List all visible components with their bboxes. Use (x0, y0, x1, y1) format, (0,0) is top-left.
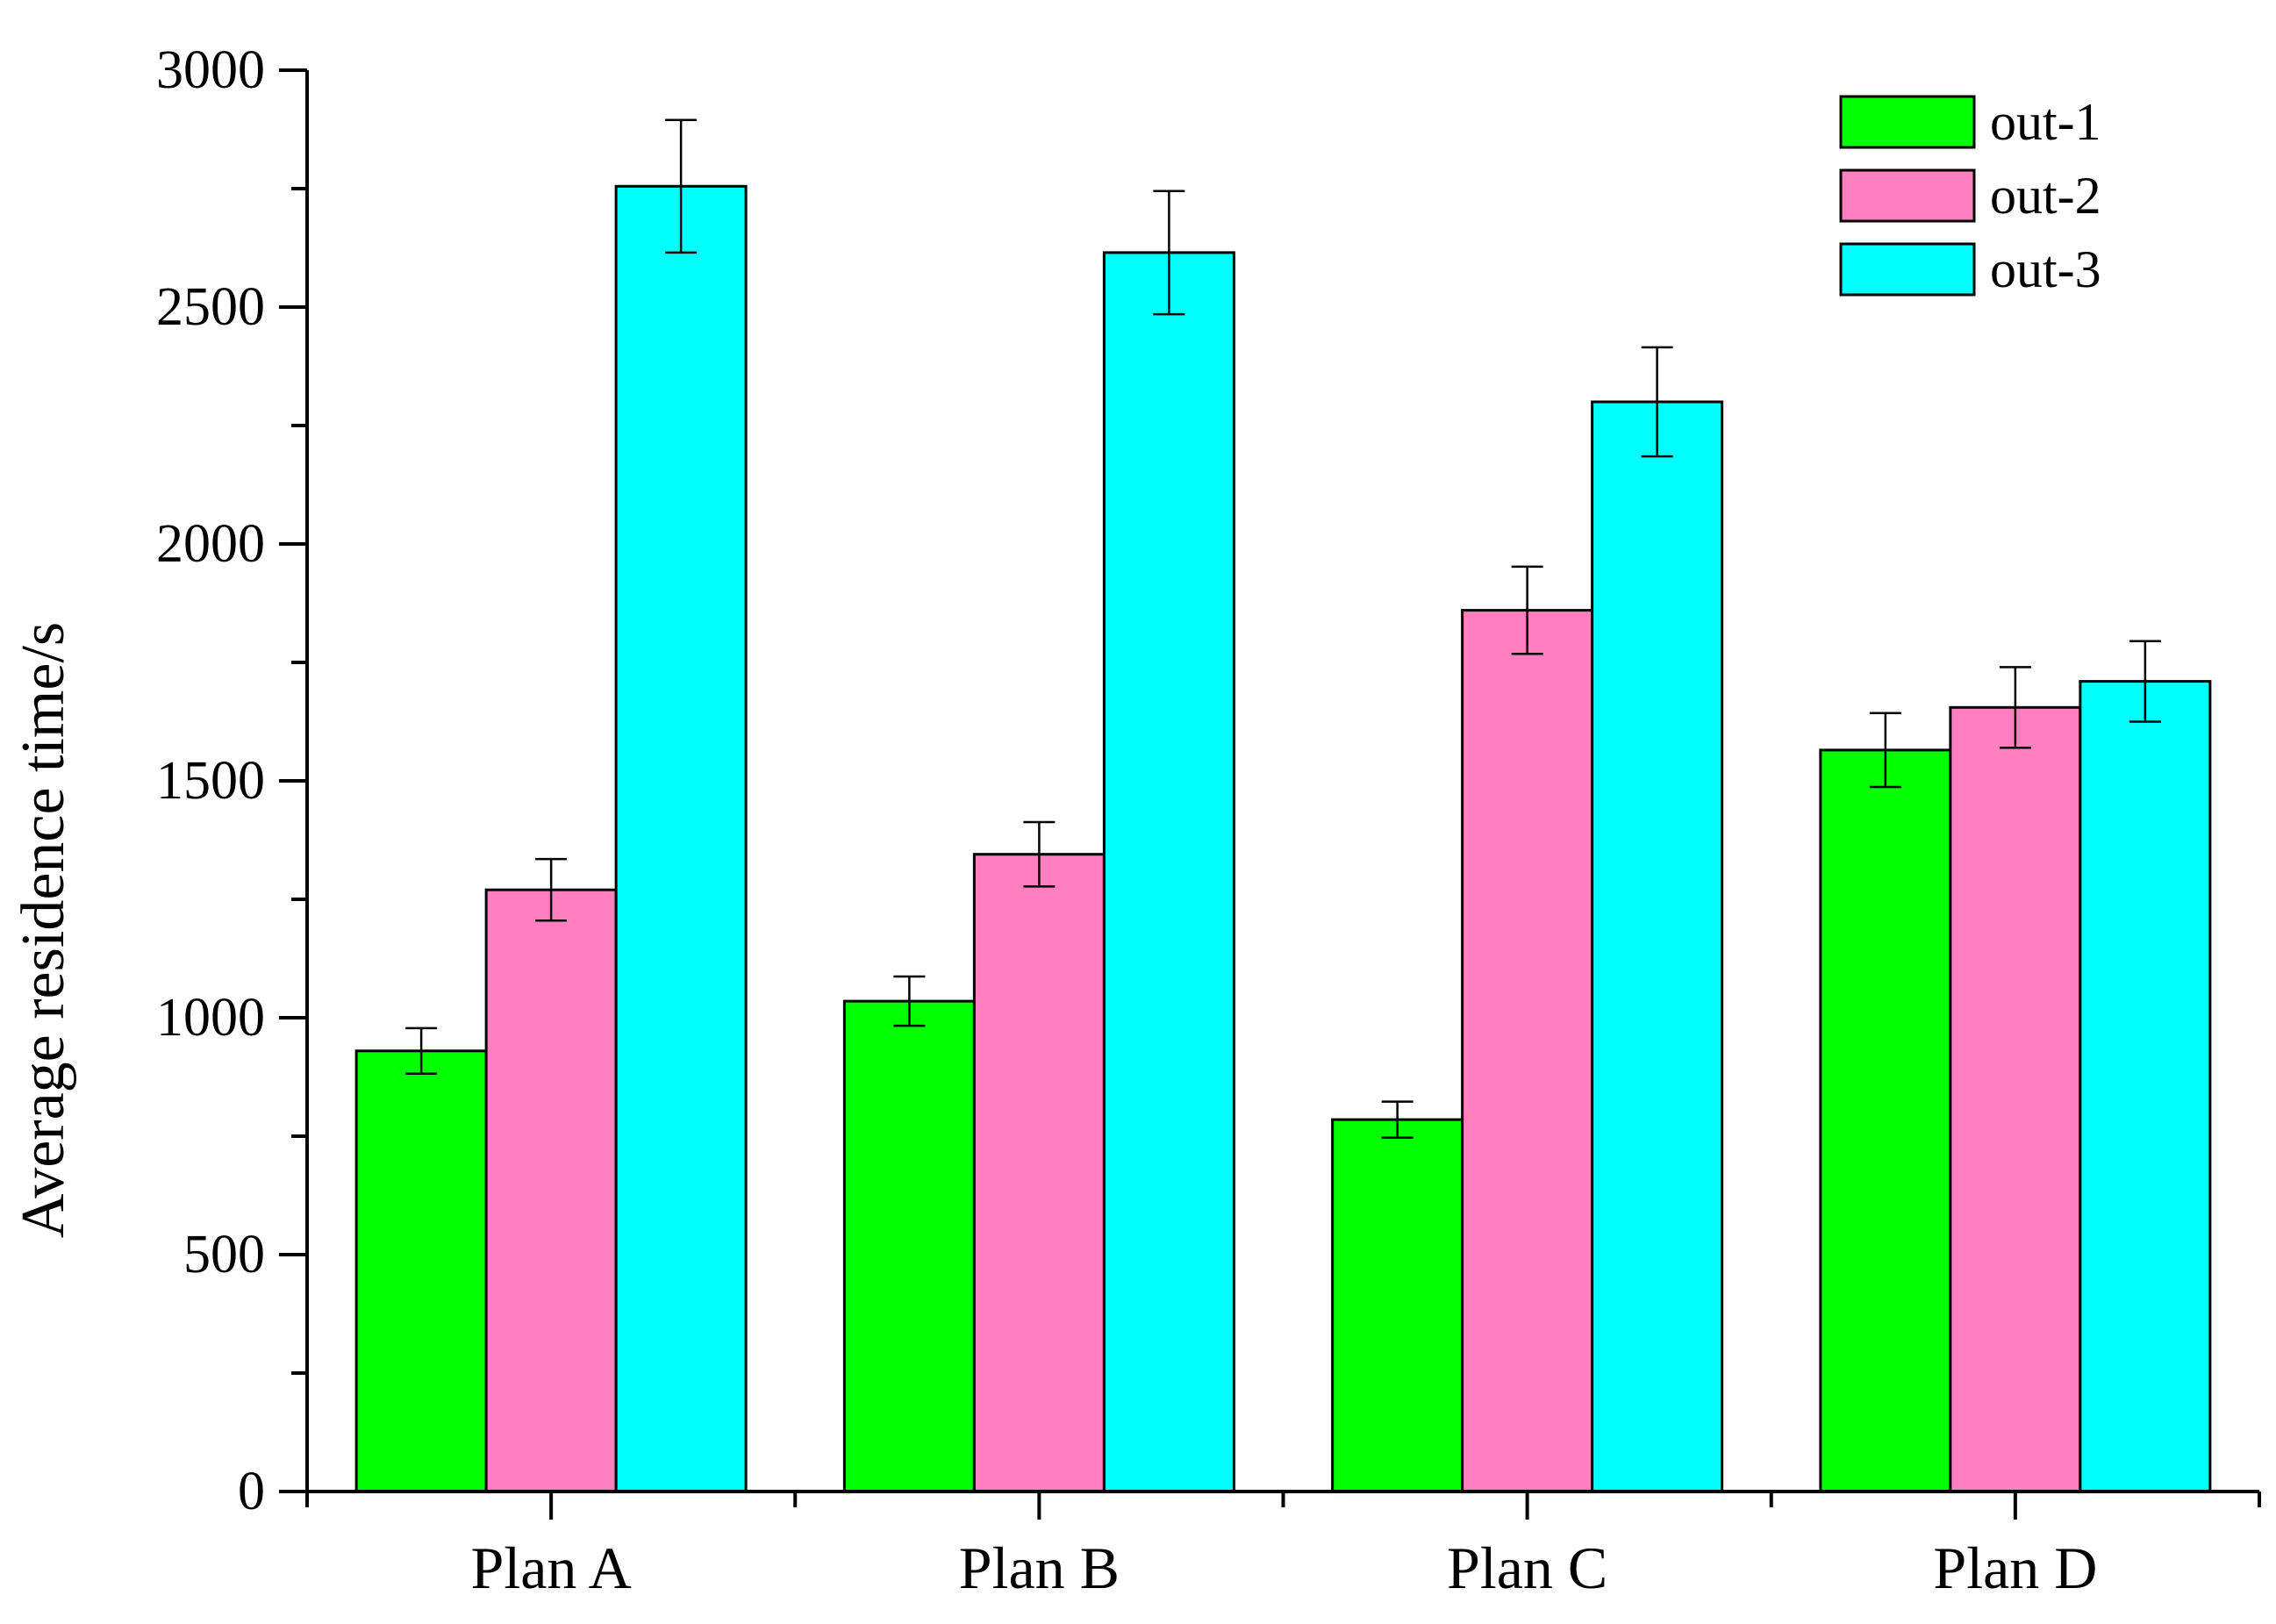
y-tick-label: 500 (183, 1225, 265, 1284)
error-bar-out-2-plan-d (1999, 666, 2031, 749)
error-bar-out-1-plan-c (1381, 1100, 1414, 1139)
bar-out-2-plan-d (1949, 705, 2082, 1493)
y-tick-label: 3000 (156, 40, 265, 100)
error-bar-out-3-plan-c (1641, 346, 1673, 458)
legend-label: out-3 (1990, 240, 2101, 298)
legend-label: out-2 (1990, 167, 2101, 225)
bar-out-1-plan-b (842, 999, 976, 1493)
legend-swatch (1839, 168, 1976, 223)
bar-out-3-plan-a (614, 184, 748, 1493)
error-bar-out-3-plan-a (665, 118, 698, 254)
error-bar-out-1-plan-a (405, 1027, 438, 1075)
error-bar-out-3-plan-b (1153, 190, 1185, 316)
y-tick-label: 0 (238, 1462, 265, 1521)
legend-label: out-1 (1990, 93, 2101, 151)
y-tick-label: 2500 (156, 277, 265, 337)
bar-out-1-plan-d (1819, 748, 1952, 1493)
error-bars-group (405, 118, 2161, 1139)
y-tick-label: 2000 (156, 514, 265, 574)
bar-out-2-plan-b (972, 853, 1106, 1493)
x-tick-label: Plan D (1933, 1535, 2097, 1601)
bar-out-1-plan-a (354, 1049, 488, 1493)
error-bar-out-3-plan-d (2129, 640, 2161, 723)
error-bar-out-2-plan-c (1511, 565, 1543, 655)
error-bar-out-1-plan-d (1869, 712, 1901, 789)
x-tick-label: Plan C (1447, 1535, 1607, 1601)
legend-item-out-3: out-3 (1839, 240, 2101, 298)
legend-swatch (1839, 95, 1976, 149)
y-axis-title: Average residence time/s (10, 622, 77, 1238)
bar-out-3-plan-c (1591, 400, 1724, 1493)
bars-group (354, 184, 2212, 1493)
x-tick-label: Plan A (471, 1535, 632, 1601)
error-bar-out-2-plan-a (535, 857, 568, 922)
axes-group: 0 500 1000 1500 2000 2500 3000 Plan A Plan B Plan… (156, 40, 2261, 1601)
y-tick-label: 1500 (156, 751, 265, 811)
legend: out-1 out-2 out-3 (1839, 93, 2101, 298)
bar-out-3-plan-d (2079, 680, 2212, 1493)
y-tick-label: 1000 (156, 988, 265, 1048)
x-tick-label: Plan B (959, 1535, 1120, 1601)
bar-out-2-plan-c (1461, 609, 1594, 1493)
error-bar-out-2-plan-b (1023, 820, 1056, 888)
legend-item-out-1: out-1 (1839, 93, 2101, 151)
bar-out-2-plan-a (484, 888, 618, 1493)
bar-out-3-plan-b (1102, 251, 1235, 1493)
bar-out-1-plan-c (1331, 1118, 1464, 1493)
legend-swatch (1839, 242, 1976, 297)
legend-item-out-2: out-2 (1839, 167, 2101, 225)
error-bar-out-1-plan-b (893, 975, 926, 1027)
